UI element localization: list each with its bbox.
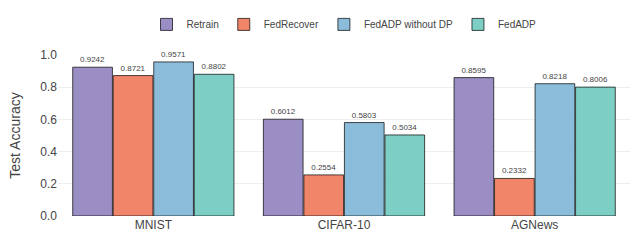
svg-text:0.5034: 0.5034 <box>392 123 417 132</box>
svg-text:0.8721: 0.8721 <box>121 64 146 73</box>
svg-text:MNIST: MNIST <box>135 218 173 232</box>
svg-text:1.0: 1.0 <box>40 48 57 62</box>
svg-text:0.6012: 0.6012 <box>271 107 296 116</box>
svg-text:FedADP: FedADP <box>498 19 536 30</box>
svg-text:Retrain: Retrain <box>187 19 219 30</box>
svg-text:0.2332: 0.2332 <box>502 166 527 175</box>
svg-text:0.9242: 0.9242 <box>80 55 105 64</box>
svg-text:0.2: 0.2 <box>40 177 57 191</box>
svg-text:0.2554: 0.2554 <box>311 163 336 172</box>
svg-text:0.5803: 0.5803 <box>352 111 377 120</box>
svg-text:CIFAR-10: CIFAR-10 <box>318 218 371 232</box>
svg-text:0.8006: 0.8006 <box>583 75 608 84</box>
svg-text:0.8: 0.8 <box>40 80 57 94</box>
svg-text:0.8218: 0.8218 <box>542 72 567 81</box>
svg-text:FedADP without DP: FedADP without DP <box>364 19 453 30</box>
svg-text:0.0: 0.0 <box>40 209 57 223</box>
svg-text:AGNews: AGNews <box>511 218 558 232</box>
svg-text:0.9571: 0.9571 <box>161 50 186 59</box>
svg-text:Test Accuracy: Test Accuracy <box>7 92 23 178</box>
svg-text:0.8802: 0.8802 <box>202 62 227 71</box>
svg-text:FedRecover: FedRecover <box>264 19 319 30</box>
svg-text:0.6: 0.6 <box>40 113 57 127</box>
svg-text:0.8595: 0.8595 <box>461 66 486 75</box>
svg-text:0.4: 0.4 <box>40 145 57 159</box>
